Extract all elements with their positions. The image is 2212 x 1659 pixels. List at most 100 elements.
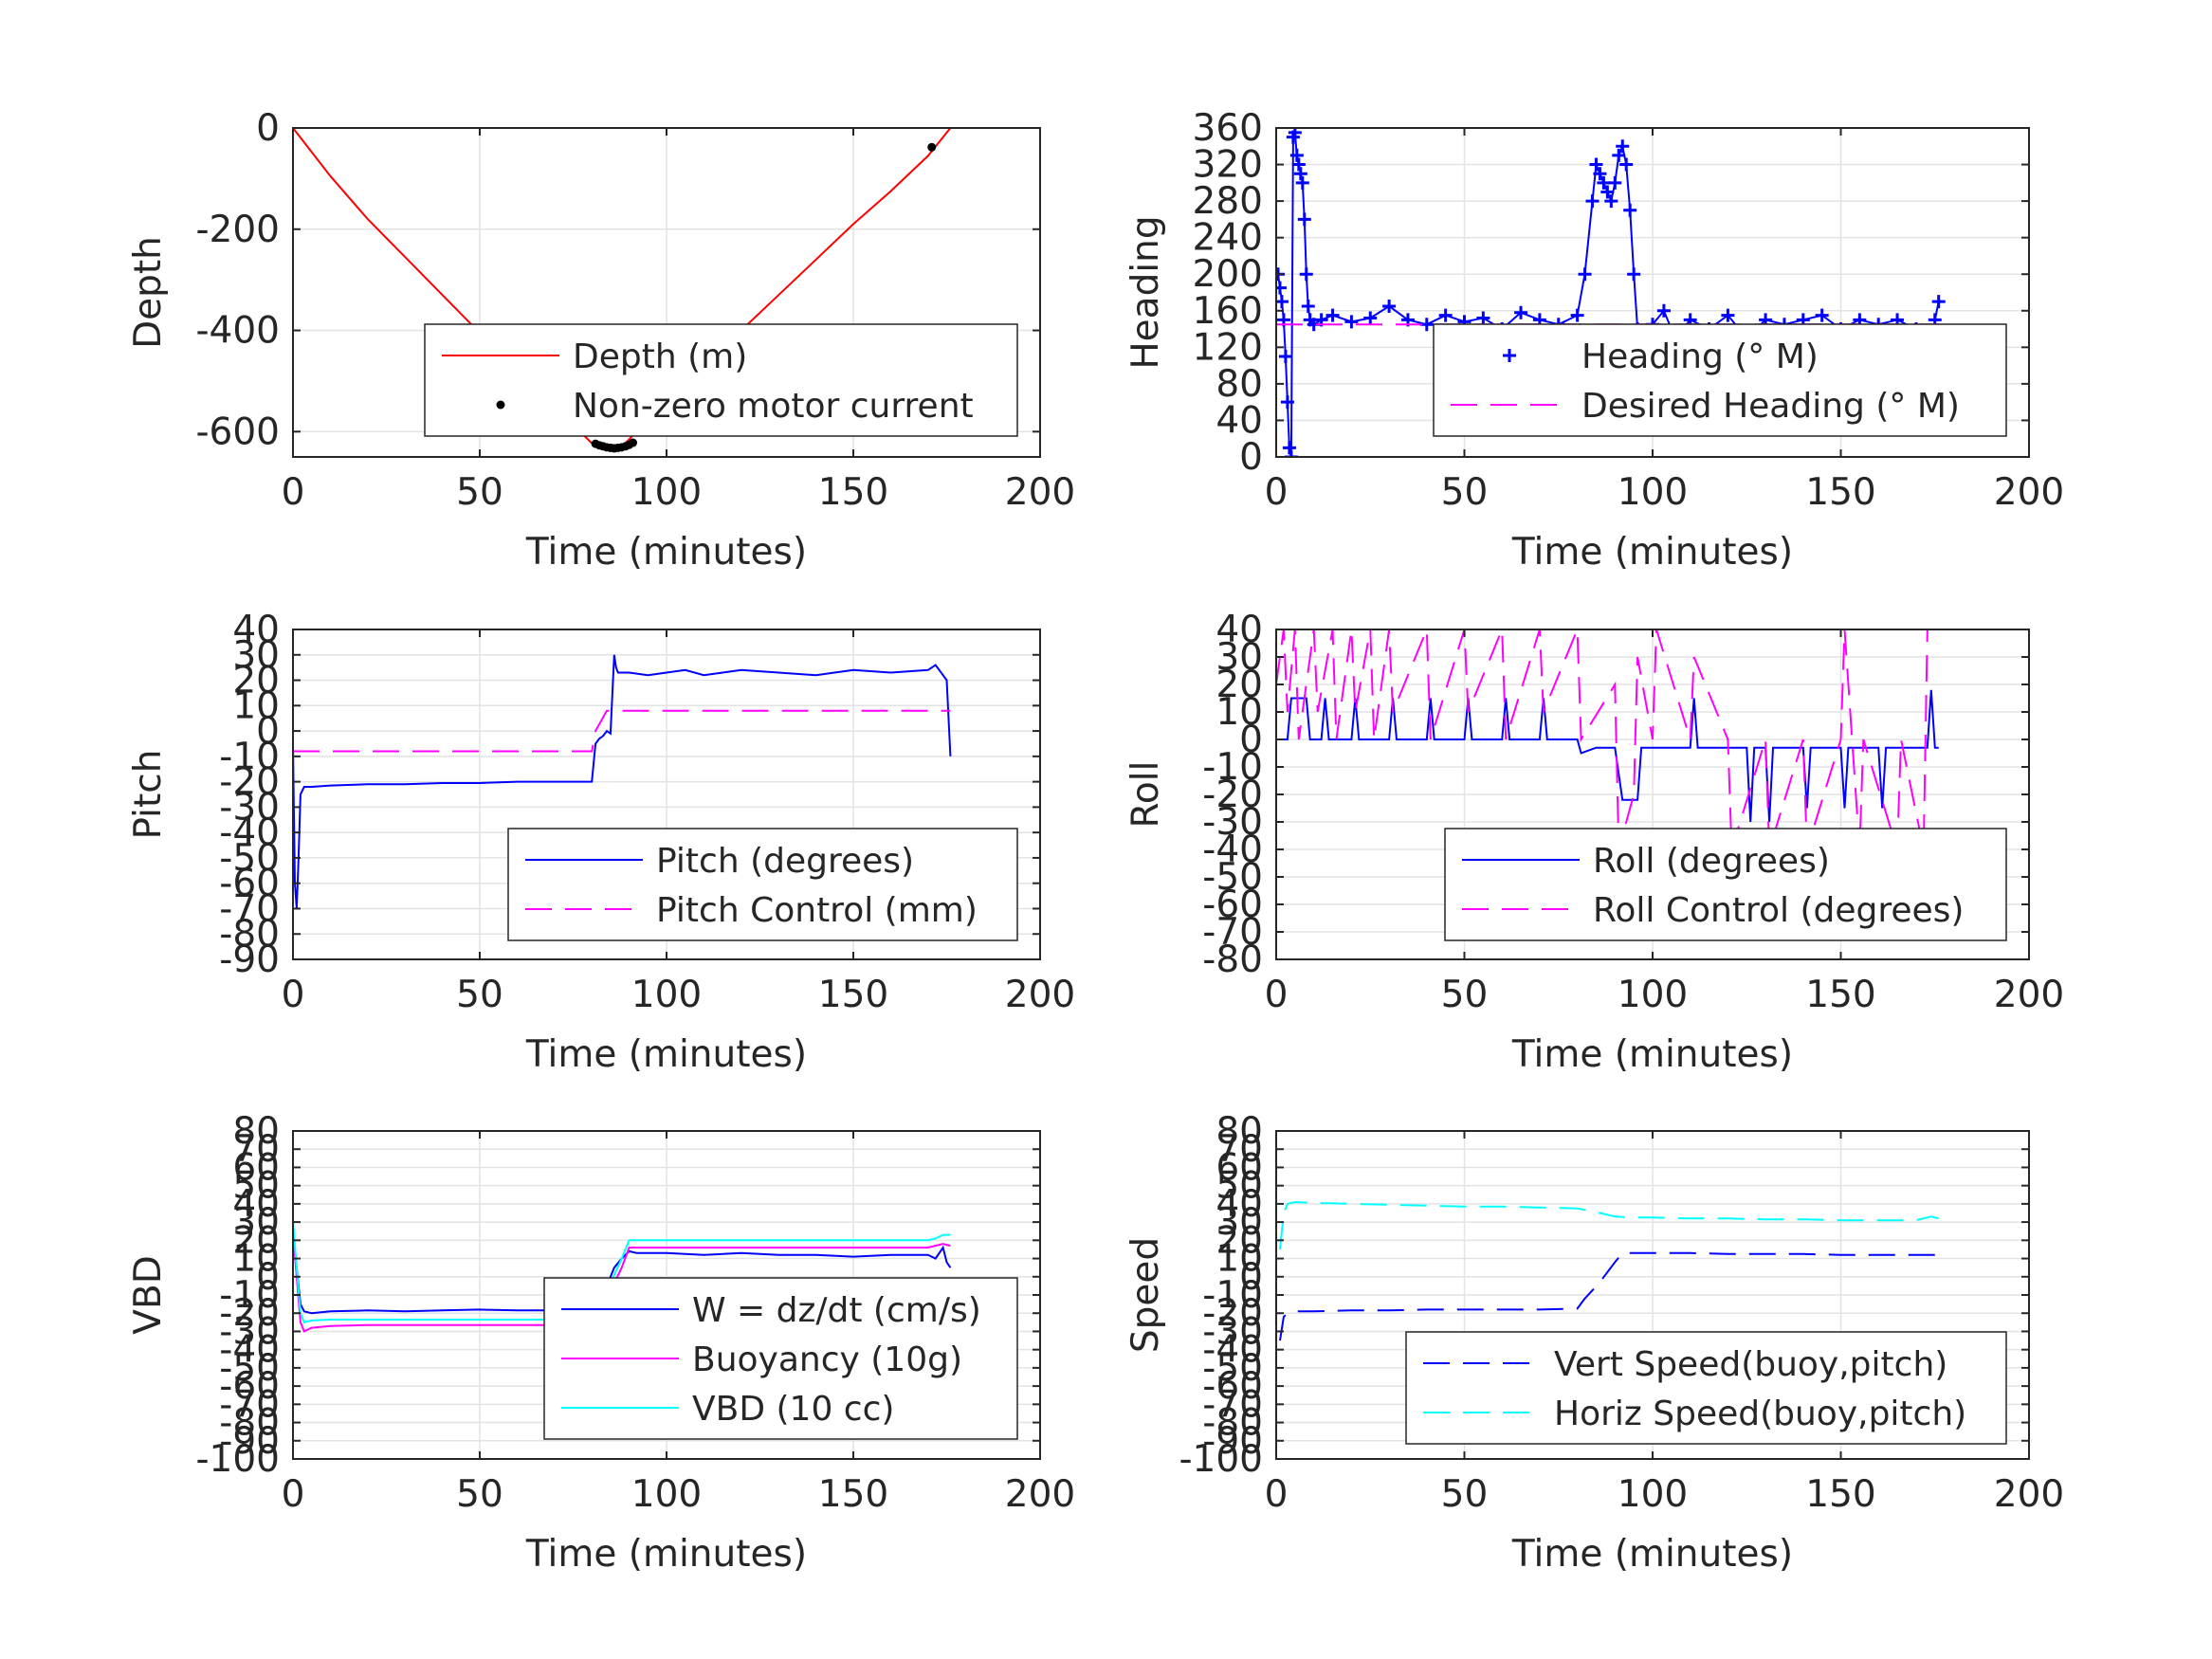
x-axis-label: Time (minutes) — [1511, 1033, 1793, 1076]
y-tick-label: -40 — [1202, 1329, 1263, 1372]
data-point — [1280, 395, 1294, 410]
y-tick-label: -10 — [1202, 746, 1263, 789]
series-group — [1279, 1200, 1939, 1341]
data-point — [1597, 175, 1611, 190]
y-tick-label: -60 — [219, 1365, 280, 1408]
y-tick-label: 0 — [256, 1256, 280, 1299]
series-group — [1276, 629, 1939, 850]
x-tick-label: 200 — [1005, 974, 1075, 1016]
y-tick-label: 60 — [1216, 1146, 1263, 1189]
x-axis-label: Time (minutes) — [1511, 1533, 1793, 1576]
legend-label: Pitch Control (mm) — [656, 891, 978, 930]
x-tick-label: 0 — [282, 471, 305, 514]
y-tick-label: -90 — [219, 939, 280, 981]
legend: Depth (m) Non-zero motor current — [424, 323, 1018, 437]
y-tick-label: 10 — [232, 1238, 280, 1281]
data-point — [1363, 311, 1378, 325]
y-tick-label: -20 — [219, 761, 280, 804]
y-tick-label: 320 — [1193, 144, 1263, 187]
data-point — [927, 142, 937, 152]
data-point — [1589, 157, 1603, 172]
x-tick-label: 150 — [818, 1473, 888, 1516]
data-point — [1284, 450, 1298, 457]
chart-3: 0 50 100 150 200-90-80-70-60-50-40-30-20-100… — [127, 609, 1075, 1076]
x-axis-label: Time (minutes) — [525, 531, 807, 574]
x-tick-label: 50 — [1441, 974, 1489, 1016]
y-tick-label: 20 — [232, 1219, 280, 1262]
x-tick-label: 50 — [1441, 1473, 1489, 1516]
y-tick-label: -70 — [219, 1383, 280, 1426]
y-axis-label: Roll — [1124, 761, 1167, 829]
legend-label: Vert Speed(buoy,pitch) — [1554, 1345, 1947, 1384]
legend-label: Non-zero motor current — [573, 387, 974, 426]
data-point — [1604, 194, 1618, 209]
x-tick-label: 50 — [456, 974, 503, 1016]
y-tick-label: 30 — [232, 634, 280, 677]
series-line-2 — [1279, 1200, 1939, 1250]
series-line-2 — [293, 709, 951, 753]
y-tick-label: 10 — [1216, 1238, 1263, 1281]
data-point — [1289, 148, 1304, 162]
legend-box — [1444, 828, 2007, 941]
data-point — [1382, 299, 1397, 313]
x-tick-label: 100 — [1618, 471, 1688, 514]
y-tick-label: 40 — [232, 609, 280, 651]
y-tick-label: -40 — [219, 1329, 280, 1372]
series-line-1 — [1276, 689, 1939, 823]
y-tick-label: 20 — [1216, 1219, 1263, 1262]
x-tick-label: 50 — [456, 471, 503, 514]
chart-1: 0 50 100 150 200 0 -200 -400 -600 Time (minutes) D… — [127, 107, 1075, 574]
y-tick-label: -10 — [219, 1274, 280, 1317]
data-point — [1344, 315, 1359, 329]
series-group — [293, 654, 952, 909]
x-tick-label: 150 — [818, 471, 888, 514]
legend-label: Roll (degrees) — [1593, 842, 1830, 881]
data-point — [1570, 308, 1584, 322]
legend: Roll (degrees) Roll Control (degrees) — [1444, 828, 2007, 941]
legend: Heading (° M) Desired Heading (° M) — [1433, 323, 2007, 437]
y-tick-label: 360 — [1193, 107, 1263, 150]
legend-swatch — [1503, 349, 1516, 362]
x-tick-label: 0 — [282, 1473, 305, 1516]
legend-box — [424, 323, 1018, 437]
y-tick-label: -70 — [1202, 911, 1263, 954]
y-tick-label: -30 — [1202, 801, 1263, 844]
y-tick-label: 0 — [1239, 436, 1263, 479]
data-point — [1608, 175, 1622, 190]
data-point — [629, 438, 638, 447]
x-tick-label: 200 — [1005, 471, 1075, 514]
data-point — [1293, 167, 1307, 181]
x-tick-label: 150 — [818, 974, 888, 1016]
x-tick-label: 100 — [631, 1473, 702, 1516]
x-tick-label: 50 — [456, 1473, 503, 1516]
y-tick-label: 50 — [232, 1165, 280, 1208]
y-tick-label: 40 — [1216, 399, 1263, 442]
y-tick-label: -30 — [219, 1310, 280, 1353]
chart-2: 0 50 100 150 20004080120160200240280320360Ti… — [1124, 107, 2064, 574]
data-point — [1619, 157, 1634, 172]
data-point — [1815, 308, 1829, 322]
data-point — [1656, 303, 1671, 318]
y-tick-label: 80 — [232, 1110, 280, 1153]
y-tick-label: 30 — [1216, 636, 1263, 679]
data-point — [1593, 167, 1607, 181]
y-tick-label: -50 — [219, 837, 280, 880]
x-tick-label: 150 — [1805, 1473, 1875, 1516]
data-point — [1276, 281, 1287, 295]
y-tick-label: -60 — [1202, 884, 1263, 926]
y-tick-label: -70 — [1202, 1383, 1263, 1426]
legend-label: Desired Heading (° M) — [1581, 387, 1960, 426]
legend: W = dz/dt (cm/s) Buoyancy (10g) VBD (10 cc… — [543, 1277, 1018, 1440]
data-point — [1297, 212, 1311, 227]
y-tick-label: 50 — [1216, 1165, 1263, 1208]
y-tick-label: -600 — [195, 410, 280, 453]
data-point — [1623, 203, 1637, 217]
x-tick-label: 200 — [1005, 1473, 1075, 1516]
legend-label: Horiz Speed(buoy,pitch) — [1554, 1395, 1966, 1433]
x-tick-label: 0 — [282, 974, 305, 1016]
y-tick-label: 0 — [256, 107, 280, 150]
x-tick-label: 200 — [1994, 471, 2064, 514]
x-tick-label: 50 — [1441, 471, 1489, 514]
legend-label: Heading (° M) — [1581, 337, 1819, 376]
y-tick-label: 30 — [1216, 1201, 1263, 1244]
